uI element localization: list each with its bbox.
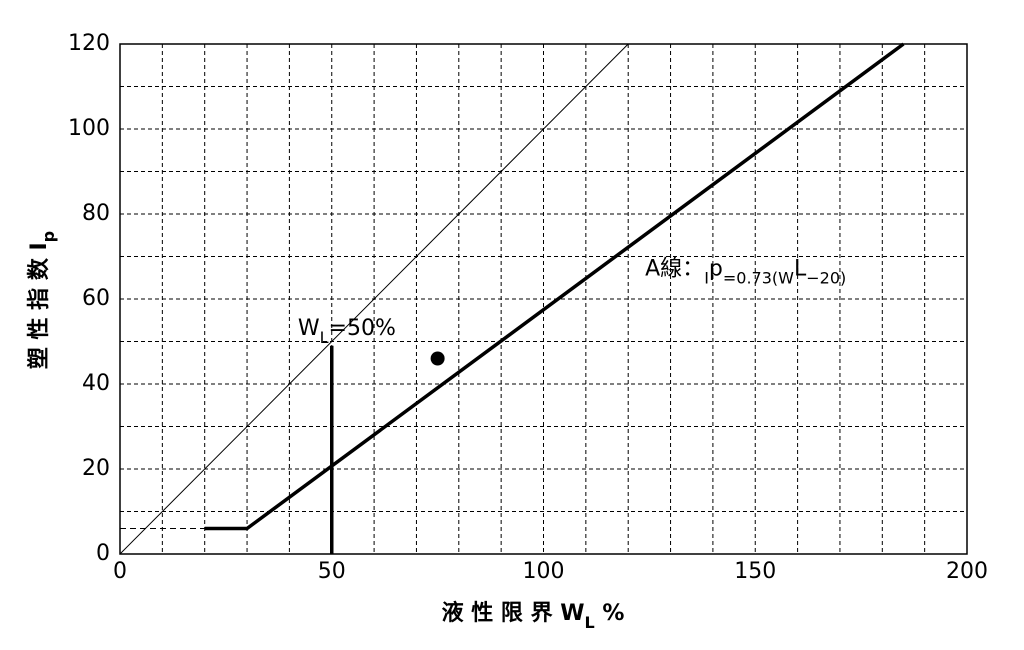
x-tick-label: 0 [113,559,127,584]
subscript: I [704,268,709,287]
subscript: L [585,613,595,632]
y-tick-label: 100 [68,116,110,141]
y-tick-label: 120 [68,31,110,56]
subscript: L [320,327,329,346]
subscript: p [39,231,58,242]
text-part: p [709,256,723,281]
x-tick-label: 200 [946,559,988,584]
plot-frame [119,43,968,555]
text-part: 塑 性 指 数 I [26,242,52,369]
subscript: −20) [806,268,846,287]
subscript: =0.73(W [723,268,794,287]
line [119,43,629,555]
text-part: W [298,316,320,341]
y-tick-label: 60 [82,286,110,311]
y-tick-label: 0 [96,541,110,566]
text-part: =50% [329,316,396,341]
text-part: L [794,256,807,281]
text-part: 液 性 限 界 W [442,600,585,626]
x-tick-label: 150 [734,559,776,584]
annotation: WL=50% [298,316,396,347]
y-axis-label: 塑 性 指 数 Ip [26,231,58,369]
x-tick-label: 50 [318,559,346,584]
x-tick-label: 100 [523,559,565,584]
y-tick-label: 80 [82,201,110,226]
annotation: A線：Ip=0.73(WL−20) [645,256,846,287]
line [204,42,905,531]
x-axis-label: 液 性 限 界 WL % [442,600,625,632]
text-part: % [595,601,625,626]
y-tick-label: 20 [82,456,110,481]
point [430,351,445,366]
y-tick-label: 40 [82,371,110,396]
text-part: A線： [645,256,704,281]
